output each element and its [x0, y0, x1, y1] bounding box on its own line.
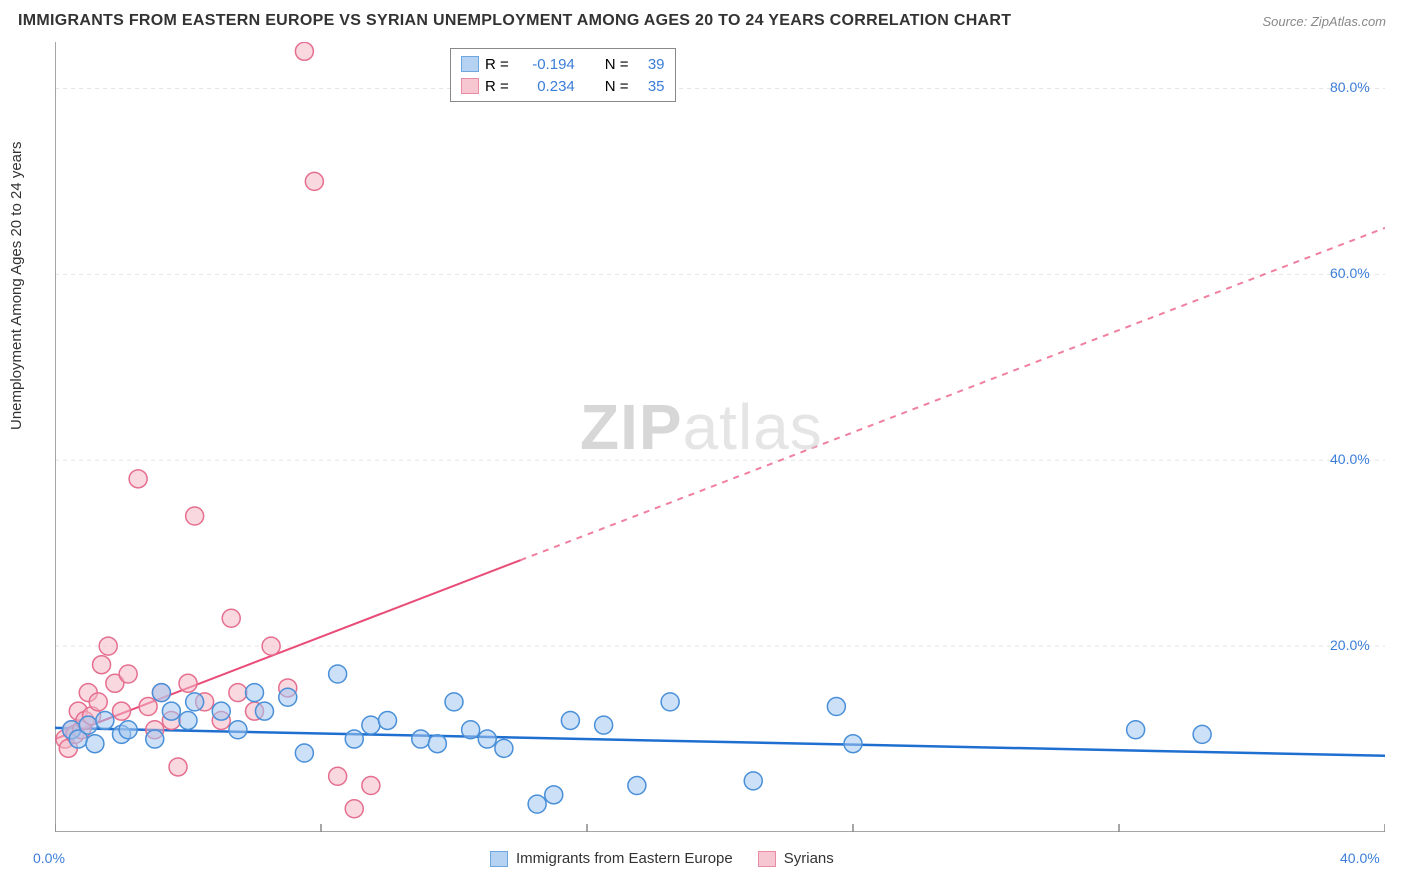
y-tick-label: 60.0% — [1330, 265, 1370, 281]
legend-row: R = -0.194 N = 39 — [461, 53, 665, 75]
r-label: R = — [485, 78, 509, 95]
series-legend: Immigrants from Eastern Europe Syrians — [490, 850, 834, 867]
legend-swatch — [490, 851, 508, 867]
legend-label: Syrians — [784, 850, 834, 867]
r-label: R = — [485, 56, 509, 73]
source-attribution: Source: ZipAtlas.com — [1262, 14, 1386, 29]
n-value: 35 — [635, 78, 665, 95]
legend-label: Immigrants from Eastern Europe — [516, 850, 733, 867]
legend-item: Immigrants from Eastern Europe — [490, 850, 733, 867]
legend-swatch — [758, 851, 776, 867]
r-value: -0.194 — [515, 56, 575, 73]
legend-swatch — [461, 78, 479, 94]
y-axis-label: Unemployment Among Ages 20 to 24 years — [8, 141, 25, 430]
y-tick-label: 80.0% — [1330, 79, 1370, 95]
n-label: N = — [605, 78, 629, 95]
x-tick-max: 40.0% — [1340, 850, 1380, 866]
n-value: 39 — [635, 56, 665, 73]
legend-row: R = 0.234 N = 35 — [461, 75, 665, 97]
y-tick-label: 20.0% — [1330, 637, 1370, 653]
legend-swatch — [461, 56, 479, 72]
legend-item: Syrians — [758, 850, 834, 867]
x-tick-min: 0.0% — [33, 850, 65, 866]
chart-title: IMMIGRANTS FROM EASTERN EUROPE VS SYRIAN… — [18, 12, 1011, 30]
n-label: N = — [605, 56, 629, 73]
scatter-plot — [55, 42, 1385, 832]
r-value: 0.234 — [515, 78, 575, 95]
correlation-legend: R = -0.194 N = 39 R = 0.234 N = 35 — [450, 48, 676, 102]
y-tick-label: 40.0% — [1330, 451, 1370, 467]
